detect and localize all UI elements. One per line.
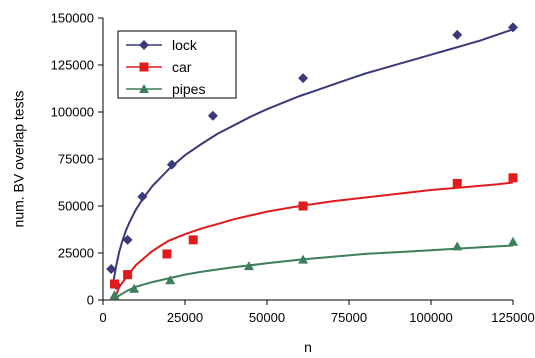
car-point xyxy=(452,178,462,188)
pipes-point xyxy=(508,236,518,246)
x-tick-label: 100000 xyxy=(409,310,452,325)
pipes-point xyxy=(129,283,140,293)
lock-legend-marker xyxy=(139,40,149,50)
pipes-point xyxy=(165,275,176,285)
y-tick-label: 25000 xyxy=(58,246,94,261)
pipes-point xyxy=(452,241,463,251)
car-legend-label: car xyxy=(172,59,192,75)
pipes-point xyxy=(243,261,254,271)
car-point xyxy=(162,249,172,259)
lock-point xyxy=(452,29,463,40)
pipes-point xyxy=(109,290,120,300)
pipes-point xyxy=(298,254,309,264)
y-tick-label: 150000 xyxy=(51,11,94,26)
car-legend-marker xyxy=(139,62,149,72)
legend-box xyxy=(117,30,237,99)
lock-point xyxy=(106,263,117,274)
car-point xyxy=(508,173,518,183)
x-axis-title: n xyxy=(304,339,312,355)
car-point xyxy=(109,279,119,289)
car-point xyxy=(123,270,133,280)
lock-legend-label: lock xyxy=(172,37,198,53)
y-tick-label: 75000 xyxy=(58,152,94,167)
y-axis-title: num. BV overlap tests xyxy=(11,91,27,228)
x-tick-label: 50000 xyxy=(249,310,285,325)
car-point xyxy=(188,235,198,245)
lock-trend-line xyxy=(111,28,514,286)
legend: lock car pipes xyxy=(117,30,237,99)
x-axis-ticks: 0 25000 50000 75000 100000 125000 xyxy=(99,300,535,325)
y-tick-label: 50000 xyxy=(58,199,94,214)
lock-point xyxy=(508,22,518,33)
lock-point xyxy=(166,159,177,170)
lock-point xyxy=(207,110,218,121)
x-tick-label: 75000 xyxy=(331,310,367,325)
car-point xyxy=(298,201,308,211)
pipes-legend-label: pipes xyxy=(172,81,205,97)
pipes-legend-marker xyxy=(139,84,149,93)
car-trend-line xyxy=(113,181,514,300)
y-tick-label: 0 xyxy=(87,293,94,308)
x-tick-label: 25000 xyxy=(167,310,203,325)
lock-point xyxy=(298,73,309,84)
y-axis-ticks: 0 25000 50000 75000 100000 125000 150000 xyxy=(51,11,103,308)
lock-point xyxy=(137,191,148,202)
y-tick-label: 100000 xyxy=(51,105,94,120)
y-tick-label: 125000 xyxy=(51,58,94,73)
lock-point xyxy=(122,234,133,245)
data-points xyxy=(106,22,518,300)
x-tick-label: 0 xyxy=(99,310,106,325)
x-tick-label: 125000 xyxy=(491,310,534,325)
